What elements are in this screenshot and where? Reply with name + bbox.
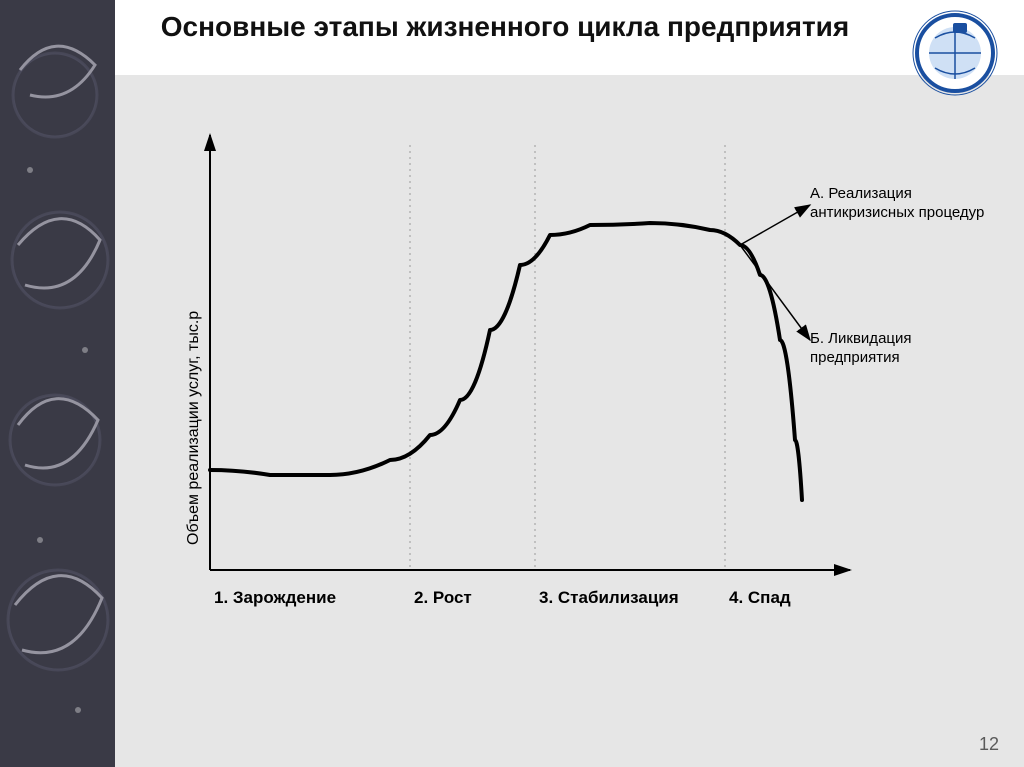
stage-label-3: 3. Стабилизация bbox=[539, 588, 679, 608]
stage-label-4: 4. Спад bbox=[729, 588, 791, 608]
stage-label-2: 2. Рост bbox=[414, 588, 472, 608]
page-number: 12 bbox=[979, 734, 999, 755]
annotation-a: А. Реализация антикризисных процедур bbox=[810, 185, 990, 223]
slide-title: Основные этапы жизненного цикла предприя… bbox=[115, 10, 895, 44]
annotation-b: Б. Ликвидация предприятия bbox=[810, 330, 990, 368]
decorative-left-strip bbox=[0, 0, 115, 767]
slide-root: Основные этапы жизненного цикла предприя… bbox=[0, 0, 1024, 767]
institution-logo bbox=[905, 8, 1005, 98]
stage-label-1: 1. Зарождение bbox=[214, 588, 336, 608]
lifecycle-chart: Объем реализации услуг, тыс.р 1. Зарожде… bbox=[150, 130, 890, 620]
y-axis-label: Объем реализации услуг, тыс.р bbox=[185, 311, 203, 545]
